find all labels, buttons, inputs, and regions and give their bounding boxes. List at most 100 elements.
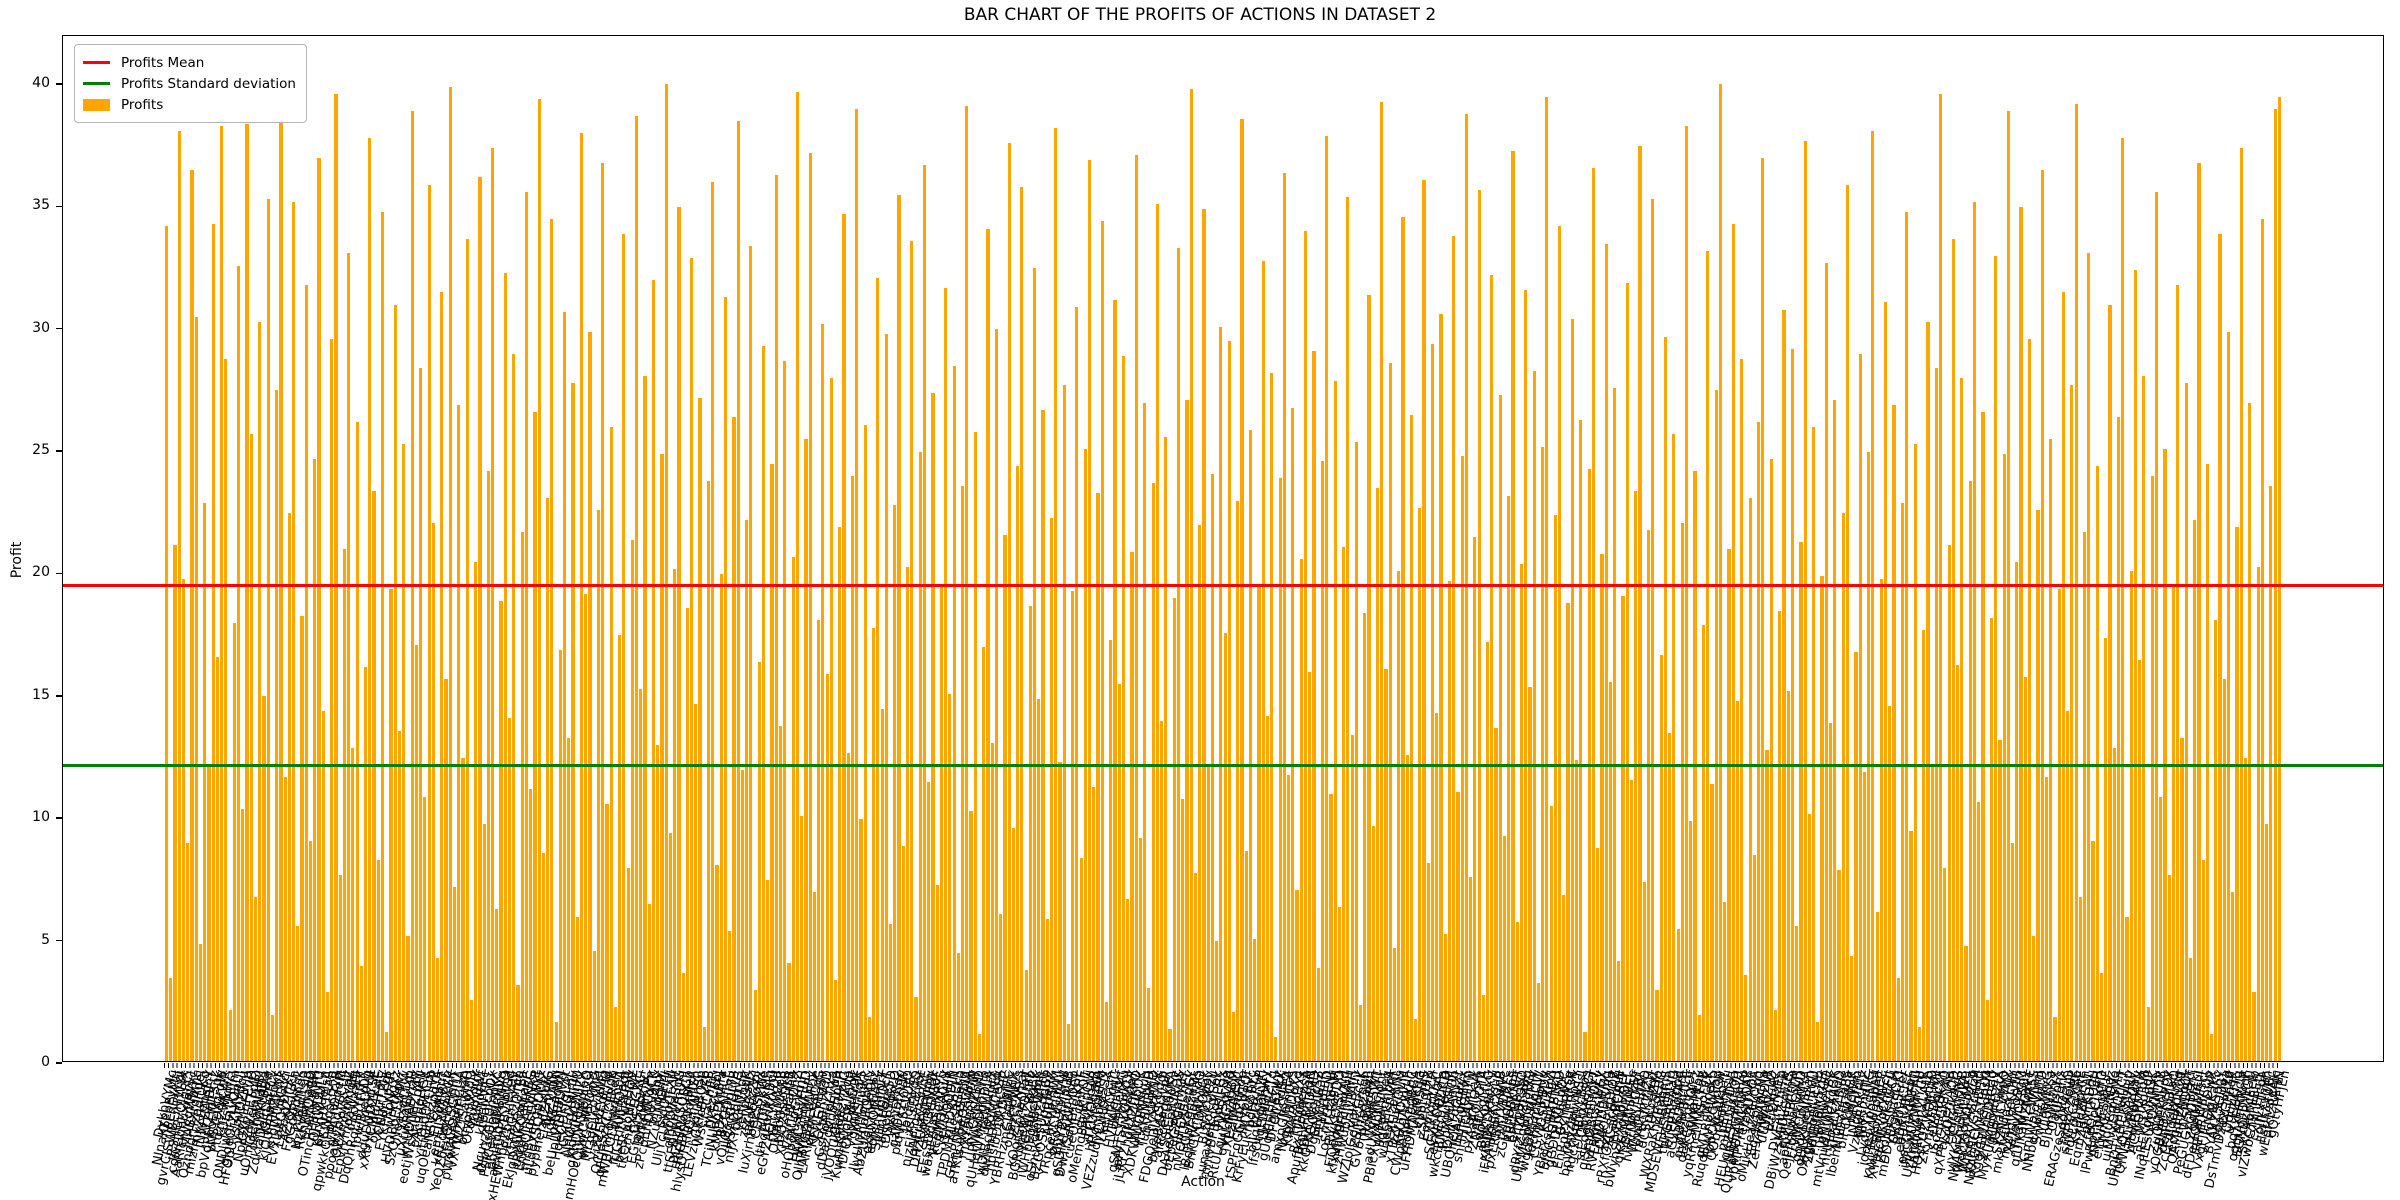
x-tick-label: MLmOvvvXMg bbox=[578, 1069, 613, 1163]
x-tick-label: xFbExhHaBa bbox=[1825, 1069, 1857, 1153]
x-tick-label: DqQhRqLHYfFyDg bbox=[336, 1069, 376, 1186]
x-tick-label: IOSpqtoks bbox=[257, 1069, 287, 1137]
x-tick-label: RuqdSwVjKGvpCw bbox=[1690, 1069, 1730, 1189]
x-tick-label: NzKvBmaqO bbox=[288, 1069, 320, 1152]
x-tick-label: nIsTljEA bbox=[1272, 1069, 1299, 1123]
bar bbox=[1342, 547, 1346, 1061]
bar bbox=[1375, 488, 1380, 1061]
bar bbox=[664, 84, 668, 1061]
bar bbox=[173, 544, 177, 1061]
bar bbox=[994, 329, 999, 1061]
x-tick-label: SSIEetUROS bbox=[1156, 1069, 1188, 1150]
bar bbox=[986, 228, 990, 1061]
bar bbox=[1486, 642, 1490, 1061]
x-tick-label: vpMPPremqUAOA bbox=[1725, 1069, 1764, 1184]
x-tick-label: PrfxQgzKA bbox=[1078, 1069, 1108, 1139]
bar bbox=[1600, 554, 1604, 1061]
x-tick-label: bITdglMj bbox=[645, 1069, 672, 1126]
x-tick-label: ePvgBRzBb bbox=[1505, 1069, 1536, 1145]
bar bbox=[1972, 201, 1977, 1061]
bar bbox=[1452, 236, 1456, 1061]
x-tick-label: YluYBpJpvkRo bbox=[1049, 1069, 1083, 1159]
x-tick-label: qXPtyZDIZikAvG bbox=[1930, 1069, 1968, 1177]
bar bbox=[1947, 544, 1951, 1061]
bar bbox=[1219, 326, 1223, 1061]
bar bbox=[1028, 605, 1032, 1061]
x-tick-label: poavSvJlYd bbox=[2208, 1069, 2238, 1143]
x-tick-label: QObrNrmmsyl bbox=[1704, 1069, 1739, 1163]
bar bbox=[876, 277, 880, 1061]
x-tick-label: mbOliaScG bbox=[658, 1069, 689, 1143]
x-tick-label: tKQmAxELGZCi bbox=[614, 1069, 651, 1171]
x-tick-label: RggiGWhSDfGeV bbox=[1967, 1069, 2006, 1180]
x-tick-label: cueOIEcmrOIt bbox=[1061, 1069, 1095, 1161]
bar bbox=[533, 412, 537, 1061]
bar bbox=[1651, 199, 1655, 1061]
bar bbox=[1744, 975, 1748, 1061]
x-tick-label: XYtocNKvikswCH bbox=[1865, 1069, 1904, 1181]
bar bbox=[1913, 444, 1917, 1061]
bar bbox=[2108, 304, 2112, 1061]
x-tick-label: FWiAzITWMkje bbox=[789, 1069, 824, 1165]
x-tick-label: llsUlvsfeAjc bbox=[2254, 1069, 2285, 1145]
bar bbox=[1888, 706, 1892, 1061]
bar bbox=[1926, 321, 1930, 1061]
x-tick-label: EVxlakQyDnXL bbox=[264, 1069, 299, 1167]
x-tick-label: lPwRpPnxScATIF bbox=[2078, 1069, 2116, 1176]
x-tick-label: UhuhTQFbpXzQau bbox=[2105, 1069, 2145, 1189]
x-tick-label: hqsibDDkDgfEC bbox=[982, 1069, 1019, 1173]
x-tick-label: PRJBvRueYBE bbox=[1807, 1069, 1840, 1158]
bar bbox=[2197, 162, 2201, 1061]
bar bbox=[1951, 238, 1955, 1061]
x-tick-label: lXlIOcuQ bbox=[2050, 1069, 2078, 1127]
bar bbox=[897, 194, 901, 1061]
bar bbox=[482, 823, 486, 1061]
bar bbox=[376, 860, 380, 1061]
bar bbox=[1795, 926, 1799, 1061]
bar bbox=[702, 1026, 706, 1061]
x-tick-label: dEKGqwaMtov bbox=[1674, 1069, 1709, 1164]
bar bbox=[656, 745, 660, 1061]
bar bbox=[1553, 515, 1557, 1061]
x-tick-label: bIJqWgjghwY bbox=[1244, 1069, 1277, 1155]
bar bbox=[1634, 490, 1638, 1061]
x-tick-label: DkFyiiBfa bbox=[703, 1069, 731, 1132]
bar bbox=[1215, 941, 1219, 1061]
bar bbox=[2138, 659, 2142, 1061]
x-tick-label: WeyblxvW bbox=[883, 1069, 913, 1139]
bar bbox=[1253, 938, 1257, 1061]
x-tick-label: yeFpxsUz bbox=[732, 1069, 761, 1133]
bar bbox=[817, 620, 821, 1061]
x-tick-label: TppCycaJkpYL bbox=[1700, 1069, 1735, 1162]
bar bbox=[516, 985, 520, 1061]
x-tick-label: gGDDUXhLWsq bbox=[1542, 1069, 1578, 1169]
bar bbox=[1850, 955, 1854, 1061]
x-tick-label: CyevOQODjN bbox=[930, 1069, 964, 1157]
y-tick-label: 0 bbox=[41, 1054, 50, 1070]
x-tick-label: zPcphfiOUVdbV bbox=[631, 1069, 668, 1171]
x-tick-label: xsLsEEyot bbox=[901, 1069, 930, 1137]
bar bbox=[715, 865, 719, 1061]
bar bbox=[414, 644, 418, 1061]
x-tick-label: GXCoXWnIU bbox=[555, 1069, 587, 1149]
x-tick-label: zCvWXLtTgB bbox=[1681, 1069, 1713, 1154]
x-tick-label: PSiCevRdMnNJIQ bbox=[477, 1069, 515, 1179]
bar bbox=[203, 502, 207, 1061]
x-tick-label: PzkBuyFJ bbox=[1245, 1069, 1273, 1130]
x-tick-label: GcJmRKsK bbox=[1553, 1069, 1582, 1138]
bar bbox=[850, 476, 855, 1061]
x-tick-label: tRttlMhAEbNKP bbox=[509, 1069, 545, 1169]
x-tick-label: UUAWMkewtdO bbox=[1906, 1069, 1942, 1171]
bar bbox=[304, 285, 308, 1061]
x-tick-label: bweBAadqxKA bbox=[1145, 1069, 1180, 1165]
bar bbox=[342, 549, 346, 1061]
bar bbox=[1181, 799, 1185, 1061]
bar bbox=[520, 532, 524, 1061]
bar bbox=[2277, 96, 2281, 1061]
bar bbox=[406, 936, 410, 1061]
bar bbox=[1773, 1009, 1778, 1061]
x-tick-label: HdKGadbN bbox=[540, 1069, 570, 1142]
x-tick-label: HcXCzTmFERy bbox=[785, 1069, 820, 1164]
x-tick-label: mUFUasfJOU bbox=[1715, 1069, 1747, 1153]
bar bbox=[1591, 167, 1596, 1061]
